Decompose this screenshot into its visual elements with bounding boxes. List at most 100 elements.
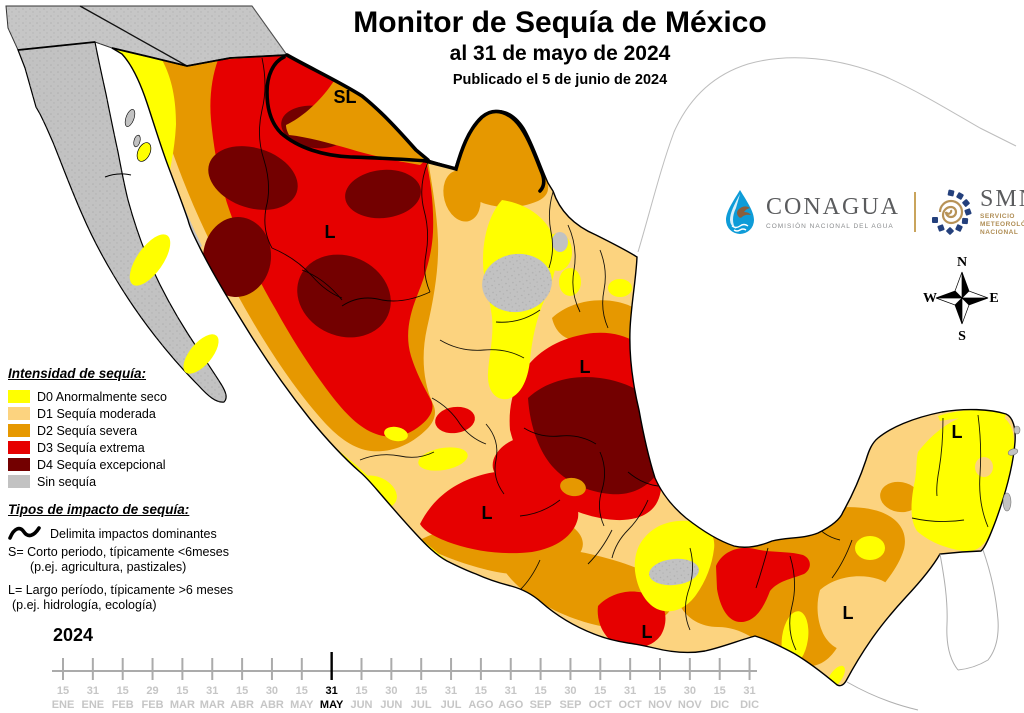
timeline-day-label-15-SEP: 15: [534, 685, 546, 697]
timeline-day-label-15-ABR: 15: [236, 685, 248, 697]
timeline-year-label: 2024: [53, 625, 93, 645]
smn-wordmark: SMN: [980, 186, 1024, 212]
timeline-day-label-15-OCT: 15: [594, 685, 606, 697]
timeline-month-label-31-AGO: AGO: [498, 699, 524, 711]
mexico-outline: [111, 47, 1016, 687]
region-d2-sl-rim: [286, 58, 426, 165]
timeline-month-label-15-JUN: JUN: [350, 699, 372, 711]
timeline-month-label-15-DIC: DIC: [710, 699, 729, 711]
smn-logo: SMN SERVICIO METEOROLÓGICO NACIONAL: [930, 186, 1024, 237]
legend-item-SIN: Sin sequía: [8, 473, 238, 490]
newmexico-texas-line: [251, 5, 288, 56]
compass-south-label: S: [958, 329, 966, 344]
timeline-month-label-15-MAY: MAY: [290, 699, 314, 711]
region-d3-jalisco: [420, 471, 579, 554]
timeline-month-label-31-ENE: ENE: [82, 699, 105, 711]
map-label-L-5: L: [843, 603, 854, 623]
legend-label-SIN: Sin sequía: [37, 474, 97, 489]
timeline-day-label-29-FEB: 29: [146, 685, 158, 697]
timeline-day-label-31-OCT: 31: [624, 685, 636, 697]
timeline-month-label-15-FEB: FEB: [112, 699, 134, 711]
impact-long-term-line: L= Largo período, típicamente >6 meses: [8, 583, 234, 597]
timeline-day-label-31-ENE: 31: [87, 685, 99, 697]
timeline-day-label-30-JUN: 30: [385, 685, 397, 697]
timeline-day-label-15-ENE: 15: [57, 685, 69, 697]
timeline-day-label-15-MAY: 15: [296, 685, 308, 697]
baja-california-peninsula: [17, 41, 227, 403]
timeline-month-label-31-DIC: DIC: [740, 699, 759, 711]
map-label-L-4: L: [642, 622, 653, 642]
conagua-subtitle: COMISIÓN NACIONAL DEL AGUA: [766, 222, 894, 230]
california-arizona-line: [79, 5, 188, 67]
timeline-month-label-31-JUL: JUL: [441, 699, 462, 711]
smn-spiral-icon: [932, 189, 972, 235]
conagua-wordmark: CONAGUA: [766, 193, 900, 220]
region-d3-zacatecas-spot: [435, 406, 475, 434]
state-boundaries: [259, 57, 989, 651]
timeline-month-label-15-ENE: ENE: [52, 699, 75, 711]
timeline-month-label-30-NOV: NOV: [678, 699, 703, 711]
impact-long-term-example: (p.ej. hidrología, ecología): [12, 598, 157, 612]
compass-north-label: N: [957, 255, 967, 270]
baja-sur-d0-patch: [129, 234, 171, 286]
baja-lake: [62, 185, 70, 191]
legend-label-D4: D4 Sequía excepcional: [37, 457, 166, 472]
legend-items: D0 Anormalmente seco D1 Sequía moderada D2…: [8, 388, 238, 490]
timeline-month-label-15-SEP: SEP: [530, 699, 552, 711]
impact-short-term-example: (p.ej. agricultura, pastizales): [30, 560, 187, 574]
guatemala-belize-lines: [846, 549, 999, 711]
smn-subtitle-line: METEOROLÓGICO: [980, 221, 1024, 229]
impact-delimiter-line: [265, 53, 546, 193]
timeline-day-label-15-JUL: 15: [415, 685, 427, 697]
smn-subtitle-line: NACIONAL: [980, 229, 1019, 237]
timeline-month-label-30-JUN: JUN: [380, 699, 402, 711]
us-mexico-border: [17, 41, 288, 67]
conagua-logo: CONAGUA COMISIÓN NACIONAL DEL AGUA: [722, 188, 900, 236]
timeline-month-label-31-MAY: MAY: [320, 699, 344, 711]
usa-landmass: [5, 5, 288, 67]
timeline-day-label-15-DIC: 15: [714, 685, 726, 697]
region-d3-guerrero: [597, 591, 666, 648]
legend-swatch-D4: [8, 458, 30, 471]
legend-item-D1: D1 Sequía moderada: [8, 405, 238, 422]
region-d2-coahuila-west: [443, 170, 481, 222]
timeline-day-label-30-ABR: 30: [266, 685, 278, 697]
timeline-day-label-31-DIC: 31: [743, 685, 755, 697]
timeline-day-label-15-FEB: 15: [117, 685, 129, 697]
timeline-day-label-31-AGO: 31: [505, 685, 517, 697]
timeline-month-label-29-FEB: FEB: [142, 699, 164, 711]
map-label-L-2: L: [580, 357, 591, 377]
region-d4-group: [202, 105, 672, 495]
region-d3-tabasco: [716, 547, 810, 623]
timeline-day-label-31-MAR: 31: [206, 685, 218, 697]
legend-swatch-D0: [8, 390, 30, 403]
legend-swatch-D1: [8, 407, 30, 420]
smn-subtitle-line: SERVICIO: [980, 213, 1015, 220]
timeline-month-label-15-ABR: ABR: [230, 699, 254, 711]
timeline-month-label-31-OCT: OCT: [619, 699, 643, 711]
region-d2-yucatan-spot: [880, 481, 920, 513]
timeline-month-label-15-MAR: MAR: [170, 699, 195, 711]
baja-lake: [40, 171, 50, 179]
region-d2-island-center: [560, 477, 586, 497]
legend-panel: Intensidad de sequía: D0 Anormalmente se…: [8, 366, 238, 612]
timeline-month-label-31-MAR: MAR: [200, 699, 225, 711]
map-label-L-3: L: [482, 503, 493, 523]
timeline-month-label-15-AGO: AGO: [468, 699, 494, 711]
timeline-day-label-31-MAY: 31: [326, 685, 338, 697]
compass-rose: N S E W: [923, 255, 999, 344]
baja-tip-d0-patch: [183, 334, 219, 374]
compass-west-label: W: [923, 291, 937, 306]
timeline-day-label-15-NOV: 15: [654, 685, 666, 697]
squiggle-line-icon: [8, 526, 41, 540]
map-label-L-6: L: [952, 422, 963, 442]
institution-logos: CONAGUA COMISIÓN NACIONAL DEL AGUA SMN S…: [722, 186, 1024, 237]
impact-symbol-label: Delimita impactos dominantes: [50, 527, 217, 541]
legend-label-D2: D2 Sequía severa: [37, 423, 138, 438]
timeline: 2024 15 ENE 31 ENE 15 FEB 29 FEB 15 MAR 31 MAR 15 ABR…: [52, 625, 759, 711]
timeline-month-label-15-JUL: JUL: [411, 699, 432, 711]
legend-item-D4: D4 Sequía excepcional: [8, 456, 238, 473]
timeline-day-label-30-SEP: 30: [564, 685, 576, 697]
region-d1-yucatan-spot: [975, 457, 993, 477]
